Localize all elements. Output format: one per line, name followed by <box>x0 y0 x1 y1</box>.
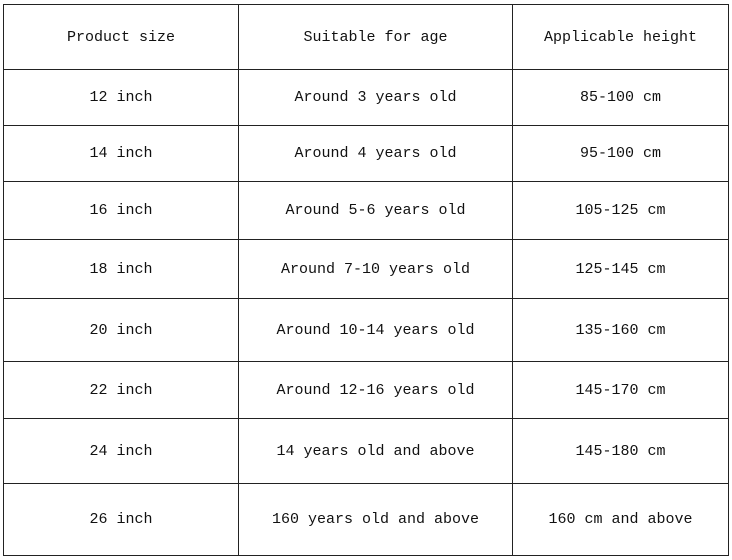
age-cell: Around 7-10 years old <box>238 239 513 299</box>
height-cell: 105-125 cm <box>512 181 729 240</box>
size-chart-table: Product size Suitable for age Applicable… <box>3 4 729 556</box>
age-cell: Around 12-16 years old <box>238 361 513 419</box>
age-cell: Around 3 years old <box>238 69 513 126</box>
table-row: 18 inch Around 7-10 years old 125-145 cm <box>3 239 729 299</box>
product-size-cell: 22 inch <box>3 361 239 419</box>
header-applicable-height: Applicable height <box>512 4 729 70</box>
product-size-cell: 20 inch <box>3 298 239 362</box>
product-size-cell: 18 inch <box>3 239 239 299</box>
header-row: Product size Suitable for age Applicable… <box>3 4 729 70</box>
table-row: 16 inch Around 5-6 years old 105-125 cm <box>3 181 729 240</box>
height-cell: 125-145 cm <box>512 239 729 299</box>
table-row: 22 inch Around 12-16 years old 145-170 cm <box>3 361 729 419</box>
age-cell: Around 10-14 years old <box>238 298 513 362</box>
table-row: 24 inch 14 years old and above 145-180 cm <box>3 418 729 484</box>
header-suitable-age: Suitable for age <box>238 4 513 70</box>
header-product-size: Product size <box>3 4 239 70</box>
product-size-cell: 26 inch <box>3 483 239 556</box>
age-cell: Around 4 years old <box>238 125 513 182</box>
table-row: 20 inch Around 10-14 years old 135-160 cm <box>3 298 729 362</box>
product-size-cell: 24 inch <box>3 418 239 484</box>
product-size-cell: 16 inch <box>3 181 239 240</box>
table-row: 26 inch 160 years old and above 160 cm and… <box>3 483 729 556</box>
height-cell: 135-160 cm <box>512 298 729 362</box>
age-cell: 14 years old and above <box>238 418 513 484</box>
product-size-cell: 12 inch <box>3 69 239 126</box>
height-cell: 145-170 cm <box>512 361 729 419</box>
height-cell: 160 cm and above <box>512 483 729 556</box>
age-cell: 160 years old and above <box>238 483 513 556</box>
height-cell: 95-100 cm <box>512 125 729 182</box>
table-row: 12 inch Around 3 years old 85-100 cm <box>3 69 729 126</box>
product-size-cell: 14 inch <box>3 125 239 182</box>
height-cell: 85-100 cm <box>512 69 729 126</box>
height-cell: 145-180 cm <box>512 418 729 484</box>
table-row: 14 inch Around 4 years old 95-100 cm <box>3 125 729 182</box>
age-cell: Around 5-6 years old <box>238 181 513 240</box>
